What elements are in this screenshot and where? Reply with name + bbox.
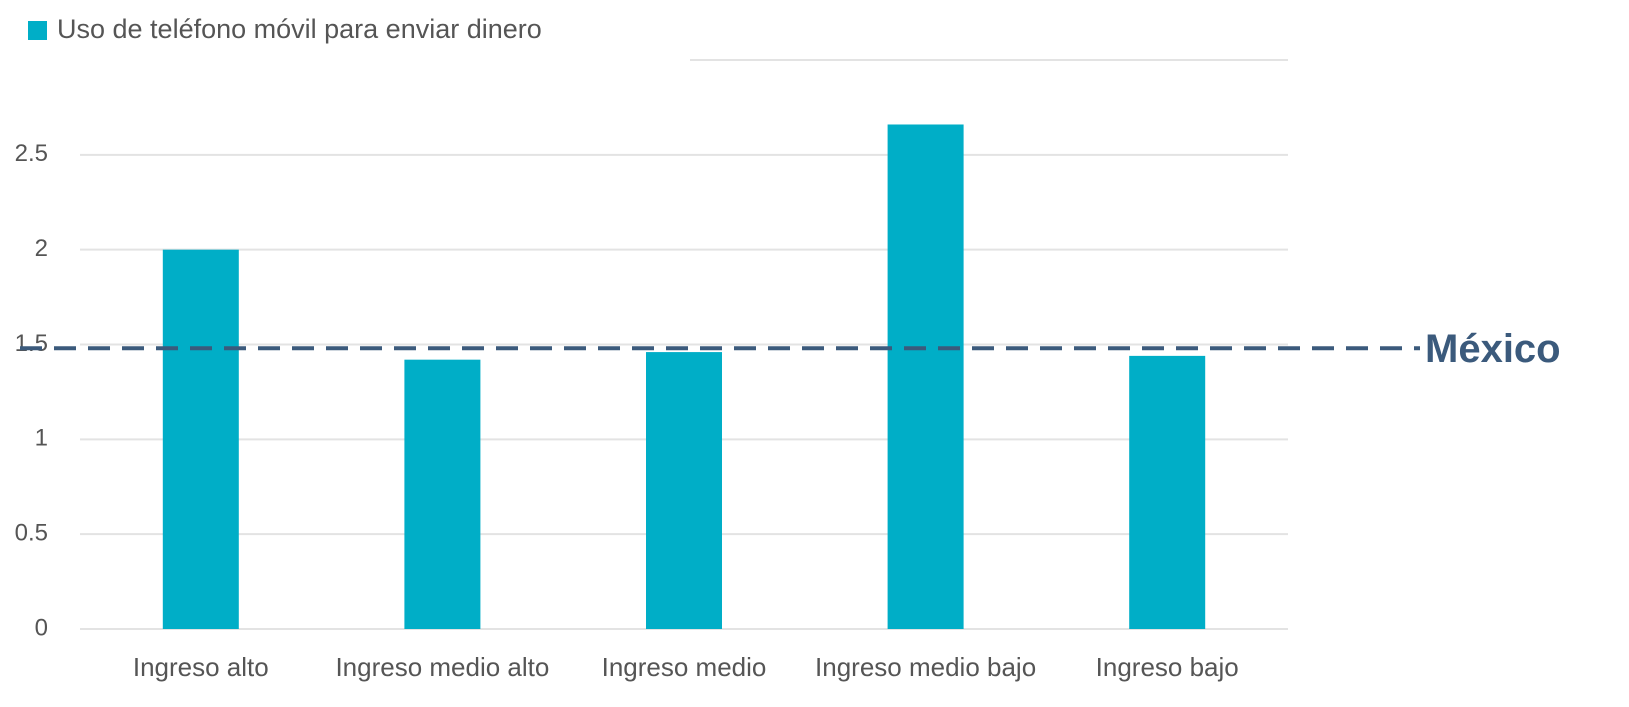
- x-tick-label: Ingreso medio: [602, 652, 767, 682]
- x-tick-label: Ingreso alto: [133, 652, 269, 682]
- x-tick-label: Ingreso medio alto: [335, 652, 549, 682]
- y-tick-label: 1: [35, 425, 48, 452]
- legend-swatch: [28, 21, 47, 40]
- y-tick-label: 0: [35, 614, 48, 641]
- y-tick-label: 2: [35, 235, 48, 262]
- x-tick-label: Ingreso medio bajo: [815, 652, 1036, 682]
- x-tick-label: Ingreso bajo: [1096, 652, 1239, 682]
- bar: [646, 352, 722, 629]
- bar: [887, 124, 964, 629]
- reference-label: México: [1425, 327, 1561, 371]
- y-tick-label: 1.5: [15, 330, 48, 357]
- y-tick-label: 0.5: [15, 520, 48, 547]
- bar: [404, 359, 481, 629]
- y-tick-label: 2.5: [15, 140, 48, 167]
- bar: [1129, 355, 1206, 629]
- legend-label: Uso de teléfono móvil para enviar dinero: [57, 14, 542, 44]
- bar: [162, 249, 239, 629]
